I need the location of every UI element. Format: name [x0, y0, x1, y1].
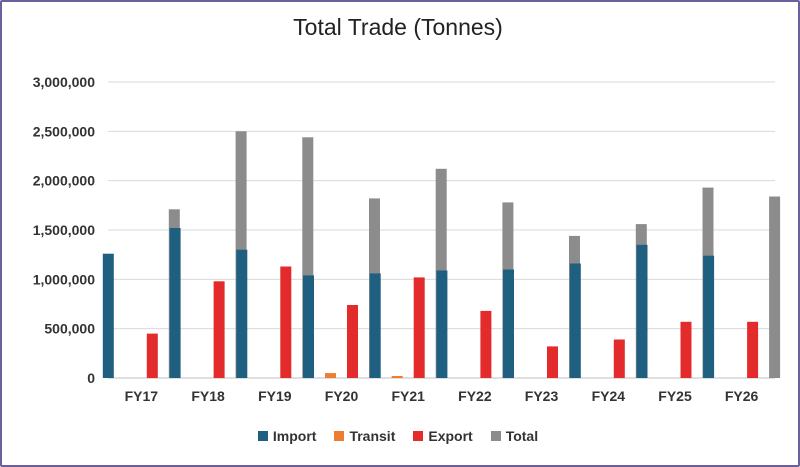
y-tick-label: 2,500,000	[33, 123, 95, 139]
legend-item-transit: Transit	[334, 428, 395, 444]
bar-import-fy17	[102, 253, 114, 378]
bars	[102, 131, 781, 378]
bar-transit-fy21	[391, 376, 403, 378]
legend-item-import: Import	[257, 428, 317, 444]
bar-export-fy17	[146, 333, 158, 378]
legend-item-export: Export	[413, 428, 473, 444]
y-tick-label: 500,000	[44, 321, 95, 337]
legend-label: Transit	[349, 428, 396, 444]
bar-import-fy24	[569, 263, 581, 378]
bar-export-fy18	[213, 281, 225, 378]
x-tick-label: FY19	[258, 388, 292, 404]
bar-export-fy24	[613, 339, 625, 378]
bar-import-fy20	[303, 275, 314, 378]
bar-import-fy19	[236, 249, 248, 378]
bar-export-fy26	[747, 321, 759, 378]
x-tick-label: FY20	[325, 388, 359, 404]
y-tick-label: 3,000,000	[33, 74, 95, 90]
bar-export-fy25	[680, 321, 692, 378]
x-tick-label: FY26	[725, 388, 759, 404]
x-tick-label: FY25	[658, 388, 692, 404]
y-tick-label: 1,000,000	[33, 271, 95, 287]
bar-export-fy22	[480, 310, 492, 378]
legend-swatch	[413, 431, 424, 441]
bar-total-fy26	[769, 196, 781, 378]
x-tick-label: FY23	[525, 388, 559, 404]
chart-legend: Import Transit Export Total	[0, 428, 796, 444]
x-axis-ticks: FY17 FY18 FY19 FY20 FY21 FY22 FY23 FY24 FY25 FY26	[125, 388, 759, 404]
y-tick-label: 0	[87, 370, 95, 386]
legend-swatch	[334, 431, 345, 441]
legend-swatch	[257, 431, 268, 441]
x-tick-label: FY22	[458, 388, 492, 404]
bar-total-fy19	[302, 137, 314, 378]
bar-import-fy21	[369, 273, 381, 378]
legend-label: Export	[428, 428, 473, 444]
bar-import-fy23	[503, 269, 514, 378]
chart-title: Total Trade (Tonnes)	[293, 14, 503, 40]
y-axis-ticks: 0 500,000 1,000,000 1,500,000 2,000,000 2,500…	[33, 74, 96, 386]
bar-import-fy26	[703, 255, 715, 378]
bar-transit-fy20	[325, 373, 336, 378]
bar-import-fy22	[436, 270, 448, 378]
bar-import-fy25	[636, 244, 648, 378]
legend-item-total: Total	[490, 428, 539, 444]
y-tick-label: 2,000,000	[33, 173, 95, 189]
legend-label: Import	[272, 428, 317, 444]
x-tick-label: FY21	[391, 388, 425, 404]
bar-export-fy19	[280, 266, 292, 378]
legend-swatch	[490, 431, 501, 441]
bar-import-fy18	[169, 228, 181, 378]
bar-export-fy23	[547, 346, 558, 378]
bar-export-fy21	[413, 277, 425, 378]
x-tick-label: FY18	[191, 388, 225, 404]
bar-export-fy20	[347, 305, 358, 378]
x-tick-label: FY17	[125, 388, 159, 404]
legend-label: Total	[505, 428, 539, 444]
x-tick-label: FY24	[592, 388, 626, 404]
y-tick-label: 1,500,000	[33, 222, 95, 238]
